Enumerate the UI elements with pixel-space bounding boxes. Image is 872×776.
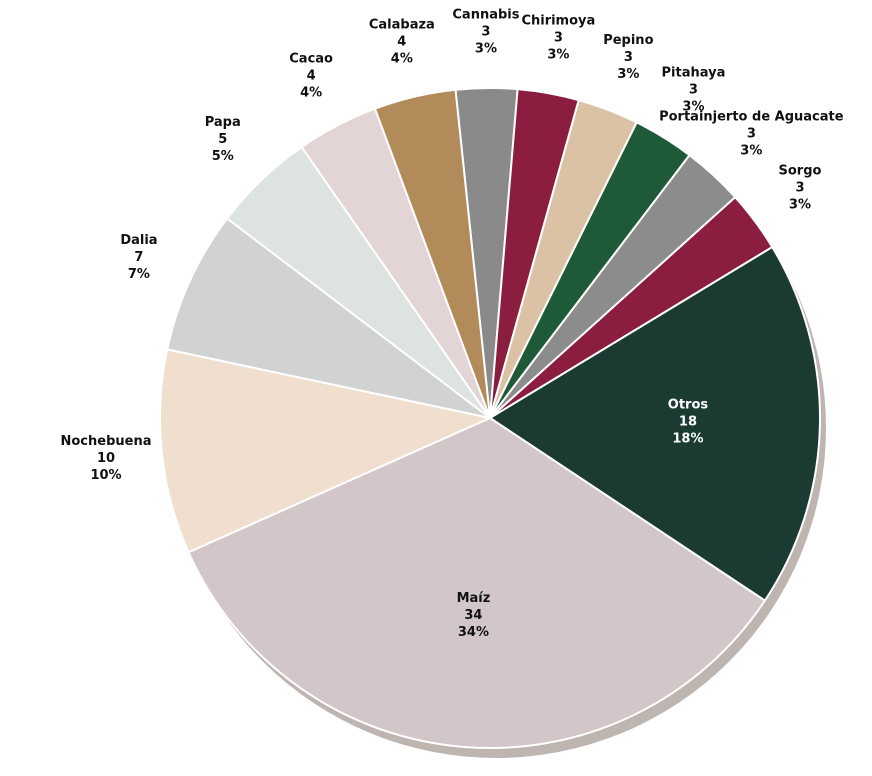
slice-category: Dalia (120, 233, 157, 248)
slice-value: 18 (679, 415, 697, 430)
slice-value: 3 (481, 24, 490, 39)
slice-percent: 18% (672, 432, 703, 447)
slice-category: Cacao (289, 51, 333, 66)
slice-category: Chirimoya (521, 14, 595, 29)
slice-percent: 7% (128, 267, 150, 282)
pie-slice (488, 245, 821, 603)
slice-percent: 3% (789, 197, 811, 212)
pie-slice (373, 88, 491, 419)
slice-percent: 10% (90, 468, 121, 483)
pie-slice (187, 416, 767, 749)
slice-category: Maíz (457, 591, 491, 606)
slice-value: 3 (747, 126, 756, 141)
slice-value: 3 (624, 50, 633, 65)
slice-percent: 3% (682, 99, 704, 114)
slice-value: 4 (397, 35, 406, 50)
slice-value: 34 (464, 608, 482, 623)
slice-category: Sorgo (778, 163, 821, 178)
pie-slice (166, 217, 491, 419)
slice-percent: 3% (740, 143, 762, 158)
slice-value: 10 (97, 451, 115, 466)
slice-category: Papa (205, 115, 241, 130)
slice-category: Pepino (603, 33, 653, 48)
slice-value: 3 (554, 31, 563, 46)
slice-category: Cannabis (452, 7, 519, 22)
slice-percent: 3% (617, 67, 639, 82)
slice-value: 7 (134, 250, 143, 265)
slice-category: Portainjerto de Aguacate (659, 109, 844, 124)
slice-percent: 3% (547, 48, 569, 63)
slice-percent: 4% (391, 52, 413, 67)
slice-category: Pitahaya (662, 65, 726, 80)
slice-value: 4 (307, 68, 316, 83)
slice-value: 3 (689, 82, 698, 97)
slice-percent: 5% (212, 149, 234, 164)
slice-percent: 3% (475, 41, 497, 56)
slice-percent: 34% (458, 625, 489, 640)
slice-percent: 4% (300, 85, 322, 100)
slice-value: 5 (218, 132, 227, 147)
pie-slice (159, 348, 494, 554)
slice-category: Otros (668, 398, 709, 413)
slice-category: Nochebuena (61, 434, 152, 449)
slice-value: 3 (795, 180, 804, 195)
slice-category: Calabaza (369, 18, 435, 33)
